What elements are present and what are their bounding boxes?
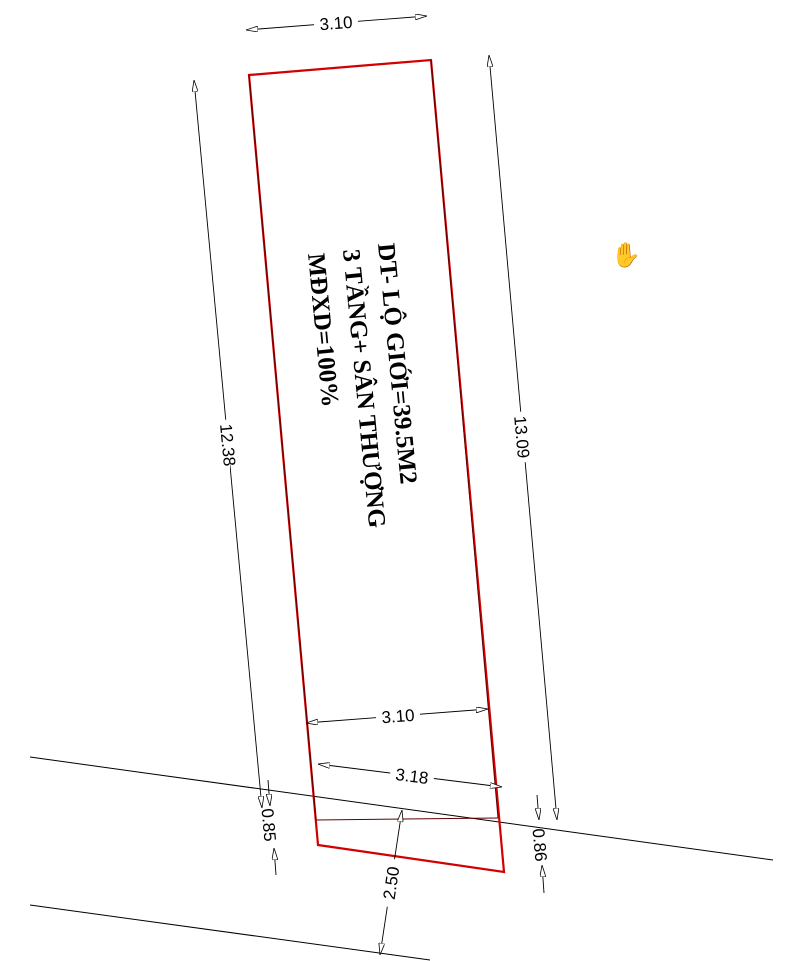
dim-inner-width: 3.10 — [381, 706, 415, 727]
lot-note-density: MĐXD=100% — [302, 252, 343, 408]
dim-right-setback: 0.86 — [529, 828, 551, 863]
dim-left-setback-arrow-bottom — [274, 848, 276, 876]
dim-right-length: 13.09 — [510, 415, 533, 459]
hand-icon[interactable]: ✋ — [611, 241, 641, 269]
lot-inner-edge-left — [248, 74, 317, 821]
dim-right-setback-arrow-top — [537, 794, 539, 820]
dim-right-setback-arrow-bottom — [542, 865, 544, 894]
dim-left-setback-arrow-top — [268, 779, 270, 806]
lot-inner-edge-right — [430, 59, 499, 819]
dim-top-width: 3.10 — [319, 13, 353, 34]
dim-road-offset: 2.50 — [380, 865, 404, 901]
dim-left-setback: 0.85 — [258, 808, 280, 843]
lot-notes: DT- LỘ GIỚI=39.5M2 3 TẦNG+ SÂN THƯỢNG MĐ… — [302, 242, 423, 529]
road-edge-line-lower — [29, 904, 431, 961]
dim-front-width: 3.18 — [394, 765, 429, 788]
road-edge-line-upper — [29, 756, 774, 861]
lot-frontage-line — [315, 817, 499, 821]
dim-left-length: 12.38 — [216, 423, 239, 467]
